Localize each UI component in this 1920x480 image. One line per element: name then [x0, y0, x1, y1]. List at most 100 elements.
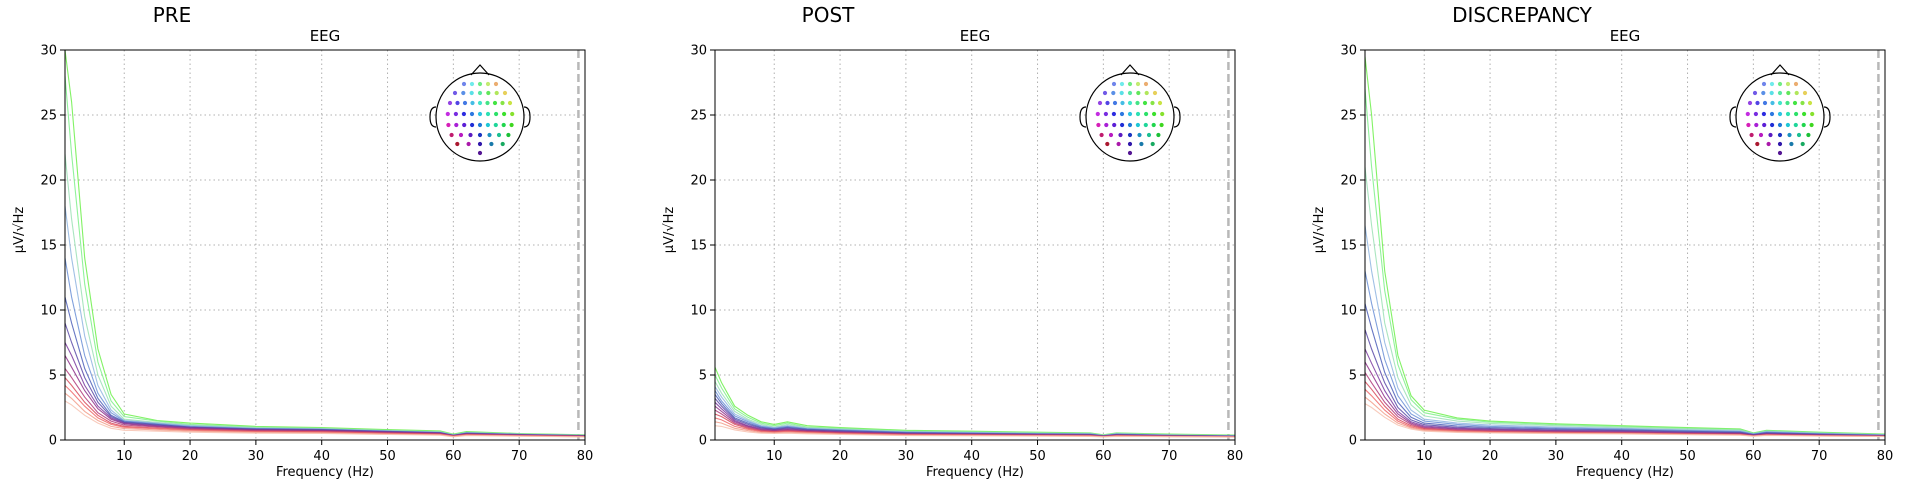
- sensor-dot: [470, 100, 475, 106]
- sensor-dot: [1777, 81, 1783, 87]
- chart-subtitle: EEG: [310, 27, 341, 45]
- sensor-dot: [1761, 81, 1767, 87]
- nose-icon: [1120, 64, 1140, 76]
- sensor-dot: [461, 90, 466, 96]
- sensor-dot: [1793, 81, 1799, 87]
- x-tick-label: 50: [379, 449, 396, 464]
- series-line-13: [1365, 403, 1885, 438]
- y-tick-label: 5: [699, 369, 707, 384]
- x-tick-label: 30: [248, 449, 265, 464]
- sensor-dot: [1096, 122, 1101, 128]
- sensor-dot: [1135, 100, 1140, 106]
- x-tick-label: 70: [1161, 449, 1178, 464]
- sensor-dot: [461, 81, 467, 87]
- chart-panel-discrepancy: DISCREPANCY EEG 10 20 30 40 50 60 70 80 0 5 10 15 20 25…: [1312, 3, 1893, 480]
- sensor-dot: [1105, 141, 1110, 147]
- sensor-dot: [1762, 100, 1768, 106]
- sensor-dot: [477, 141, 483, 147]
- sensor-dot: [477, 81, 483, 87]
- sensor-dot: [1786, 90, 1791, 96]
- sensor-dot: [1800, 141, 1805, 147]
- sensor-dot: [1135, 81, 1141, 87]
- sensor-dot: [1766, 141, 1771, 147]
- sensor-layout-inset: [1079, 64, 1181, 162]
- sensor-dot: [1752, 90, 1758, 96]
- y-tick-label: 25: [40, 109, 57, 124]
- sensor-dot: [477, 90, 483, 96]
- sensor-dot: [1152, 90, 1158, 96]
- sensor-dot: [452, 90, 458, 96]
- sensor-dot: [485, 81, 491, 87]
- sensor-dot: [1754, 122, 1759, 128]
- sensor-dot: [500, 141, 505, 147]
- sensor-dot: [500, 100, 505, 106]
- left-ear-icon: [429, 106, 437, 128]
- x-tick-label: 70: [1811, 449, 1828, 464]
- sensor-dot: [477, 122, 483, 128]
- sensor-dot: [1099, 132, 1104, 138]
- sensor-dot: [1777, 141, 1783, 147]
- y-tick-label: 15: [690, 239, 707, 254]
- head-outline: [1735, 72, 1825, 162]
- sensor-dot: [494, 111, 499, 117]
- x-tick-label: 80: [1227, 449, 1244, 464]
- series-line-13: [65, 400, 585, 438]
- sensor-dot: [1143, 81, 1149, 87]
- sensor-dot: [1127, 150, 1133, 156]
- sensor-dot: [510, 111, 515, 117]
- sensor-dot: [469, 111, 475, 117]
- chart-title: POST: [802, 3, 855, 27]
- y-tick-label: 0: [1349, 434, 1357, 449]
- y-tick-label: 5: [49, 369, 57, 384]
- sensor-dot: [1770, 122, 1775, 128]
- chart-subtitle: EEG: [960, 27, 991, 45]
- sensor-dot: [447, 100, 453, 106]
- sensor-dot: [1800, 100, 1805, 106]
- sensor-dot: [502, 111, 507, 117]
- x-tick-label: 60: [445, 449, 462, 464]
- head-outline: [1085, 72, 1175, 162]
- x-tick-label: 10: [116, 449, 133, 464]
- sensor-dot: [1156, 132, 1161, 138]
- sensor-dot: [1807, 100, 1813, 106]
- sensor-dot: [1143, 122, 1148, 128]
- sensor-layout-inset: [1729, 64, 1831, 162]
- sensor-dot: [1768, 132, 1773, 138]
- sensor-dot: [446, 122, 451, 128]
- y-tick-label: 0: [699, 434, 707, 449]
- chart-title: DISCREPANCY: [1452, 3, 1593, 27]
- sensor-dot: [1769, 111, 1775, 117]
- sensor-dot: [1142, 100, 1148, 106]
- sensor-dot: [1151, 122, 1156, 128]
- chart-title: PRE: [153, 3, 192, 27]
- sensor-dot: [1762, 122, 1767, 128]
- sensor-dot: [1777, 100, 1783, 106]
- y-tick-label: 20: [690, 174, 707, 189]
- sensor-dot: [1770, 100, 1775, 106]
- y-axis-label: µV/√Hz: [662, 207, 677, 254]
- sensor-dot: [1120, 122, 1125, 128]
- y-axis-label: µV/√Hz: [1312, 207, 1327, 254]
- x-axis-label: Frequency (Hz): [926, 465, 1024, 480]
- sensor-dot: [1755, 141, 1760, 147]
- y-tick-label: 10: [40, 304, 57, 319]
- sensor-dot: [468, 132, 473, 138]
- sensor-dot: [501, 122, 506, 128]
- sensor-dot: [1792, 100, 1798, 106]
- sensor-dot: [1809, 122, 1814, 128]
- series-line-2: [1365, 166, 1885, 436]
- sensor-dot: [1119, 81, 1125, 87]
- sensor-dot: [1785, 100, 1790, 106]
- sensor-dot: [1127, 122, 1133, 128]
- sensor-dot: [1127, 111, 1133, 117]
- sensor-dot: [1108, 132, 1114, 138]
- x-tick-label: 40: [963, 449, 980, 464]
- sensor-dot: [492, 100, 498, 106]
- x-axis-label: Frequency (Hz): [1576, 465, 1674, 480]
- y-tick-label: 30: [1340, 44, 1357, 59]
- sensor-dot: [469, 90, 474, 96]
- series-line-4: [65, 257, 585, 437]
- series-line-4: [1365, 270, 1885, 436]
- sensor-dot: [1777, 122, 1783, 128]
- sensor-dot: [493, 122, 498, 128]
